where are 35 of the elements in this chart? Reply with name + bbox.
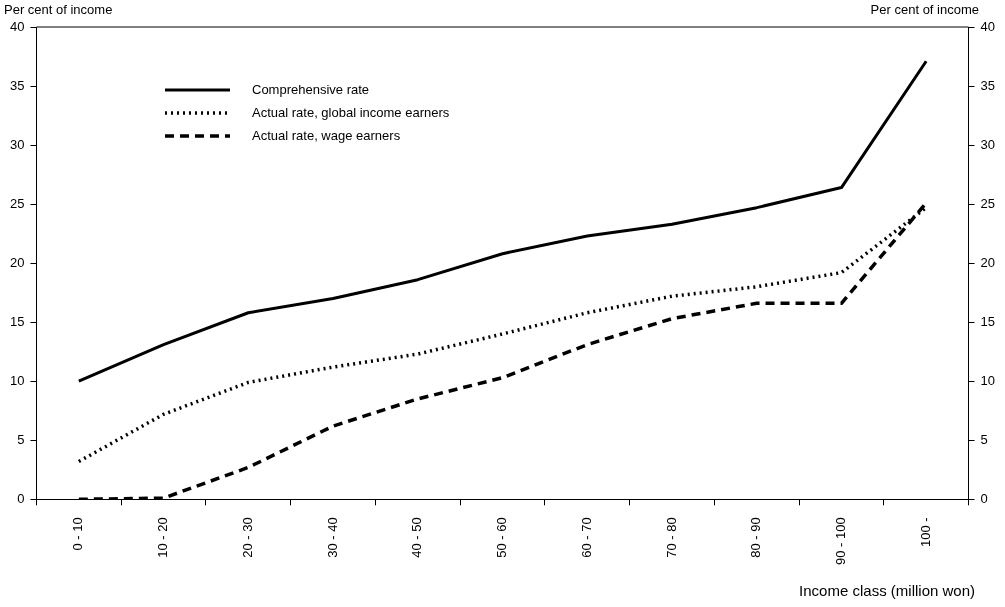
x-tick-label: 100 - [917, 517, 933, 547]
y-tick-label: 15 [9, 313, 25, 329]
y-tick-label: 40 [9, 18, 25, 34]
y-tick-label: 20 [9, 254, 25, 270]
x-tick-label: 80 - 90 [748, 517, 764, 558]
y-tick-label: 35 [9, 77, 25, 93]
y2-tick-label: 25 [980, 195, 996, 211]
y2-tick-label: 40 [980, 18, 996, 34]
x-tick-label: 0 - 10 [70, 517, 86, 551]
x-tick-label: 70 - 80 [663, 517, 679, 558]
y2-tick-label: 35 [980, 77, 996, 93]
x-tick-label: 60 - 70 [578, 517, 594, 558]
x-tick-label: 40 - 50 [409, 517, 425, 558]
y2-tick-label: 20 [980, 254, 996, 270]
x-tick-label: 30 - 40 [324, 517, 340, 558]
x-tick-label: 50 - 60 [494, 517, 510, 558]
y2-tick-label: 5 [980, 431, 988, 447]
legend-label: Actual rate, wage earners [252, 128, 401, 143]
y2-tick-label: 10 [980, 372, 996, 388]
y-tick-label: 25 [9, 195, 25, 211]
y2-tick-label: 15 [980, 313, 996, 329]
y2-axis-title: Per cent of income [870, 2, 979, 17]
y-tick-label: 10 [9, 372, 25, 388]
y2-tick-label: 30 [980, 136, 996, 152]
legend-label: Actual rate, global income earners [252, 105, 450, 120]
x-axis-title: Income class (million won) [799, 582, 975, 599]
y-axis-title: Per cent of income [4, 2, 113, 17]
legend-label: Comprehensive rate [252, 82, 370, 97]
x-tick-label: 90 - 100 [833, 517, 849, 565]
y-tick-label: 5 [17, 431, 25, 447]
x-tick-label: 10 - 20 [155, 517, 171, 558]
y-tick-label: 30 [9, 136, 25, 152]
y2-tick-label: 0 [980, 490, 988, 506]
y-tick-label: 0 [17, 490, 25, 506]
x-tick-label: 20 - 30 [239, 517, 255, 558]
